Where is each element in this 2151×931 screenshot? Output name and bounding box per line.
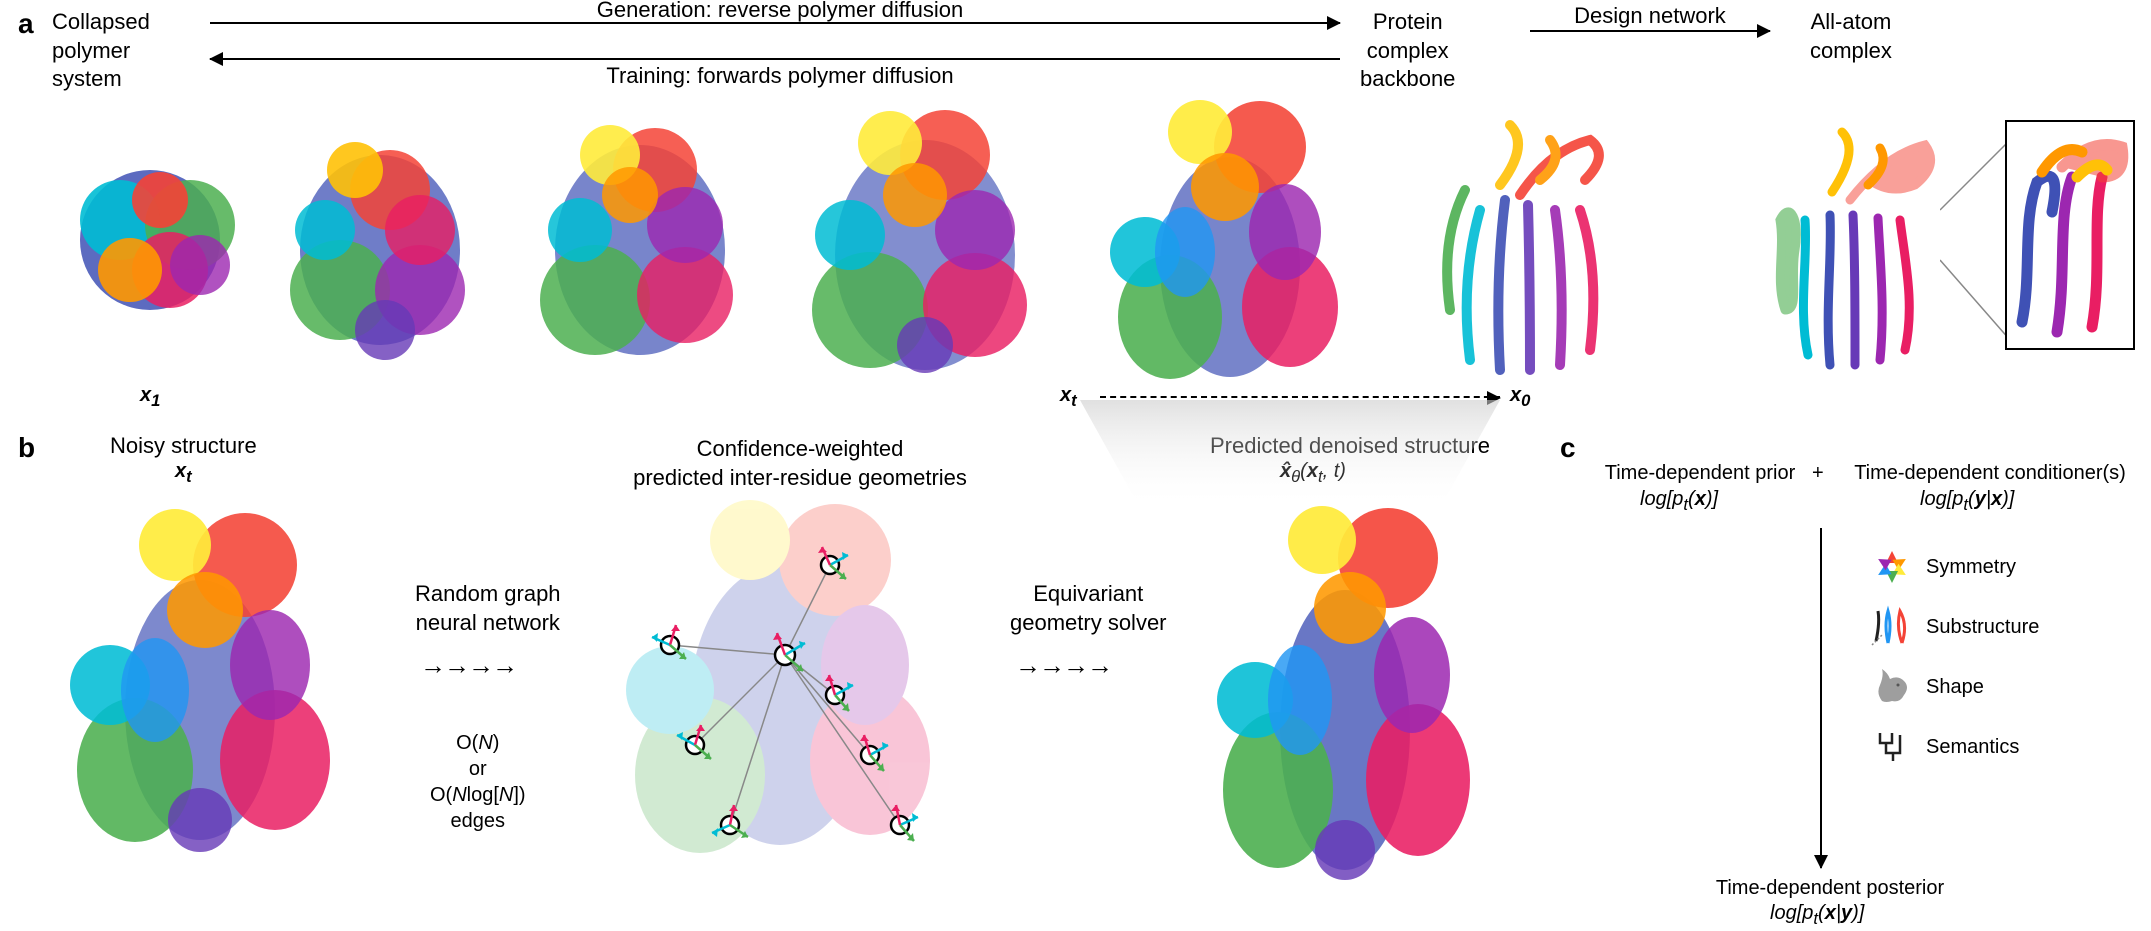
noisy-structure <box>50 500 370 880</box>
protein-stage-4 <box>790 95 1070 385</box>
posterior-arrow <box>1820 528 1822 868</box>
solver-label: Equivariant geometry solver <box>1010 580 1167 637</box>
predicted-structure <box>1200 500 1500 900</box>
protein-stage-5 <box>1085 92 1385 392</box>
collapsed-label: Collapsed polymer system <box>52 8 150 94</box>
cond-substructure-label: Substructure <box>1926 616 2039 639</box>
zoom-box <box>2005 120 2135 350</box>
semantics-icon <box>1870 725 1914 769</box>
panel-a-label: a <box>18 8 34 40</box>
conditioner-formula: log[pt(y|x)] <box>1920 488 2014 515</box>
cond-semantics-label: Semantics <box>1926 736 2019 759</box>
panel-b-label: b <box>18 432 35 464</box>
noisy-label: Noisy structure <box>110 432 257 461</box>
x1-label: x1 <box>140 384 160 411</box>
posterior-formula: log[pt(x|y)] <box>1770 902 1864 929</box>
generation-label: Generation: reverse polymer diffusion <box>400 0 1160 25</box>
protein-stage-3 <box>520 100 780 380</box>
training-label: Training: forwards polymer diffusion <box>400 62 1160 91</box>
cond-shape: Shape <box>1870 665 1984 709</box>
substructure-icon <box>1870 605 1914 649</box>
noisy-formula: xt <box>175 460 192 487</box>
conditioner-label: Time-dependent conditioner(s) <box>1840 460 2140 486</box>
cond-symmetry-label: Symmetry <box>1926 556 2016 579</box>
panel-c-label: c <box>1560 432 1576 464</box>
design-network-label: Design network <box>1540 2 1760 31</box>
cond-symmetry: Symmetry <box>1870 545 2016 589</box>
training-arrow <box>210 58 1340 60</box>
all-atom-label: All-atom complex <box>1810 8 1892 65</box>
protein-stage-1 <box>60 140 260 340</box>
geometry-label: Confidence-weighted predicted inter-resi… <box>610 435 990 492</box>
protein-backbone-label: Protein complex backbone <box>1360 8 1455 94</box>
protein-stage-2 <box>270 110 510 370</box>
cond-semantics: Semantics <box>1870 725 2019 769</box>
solver-arrow: →→→→ <box>1015 650 1109 681</box>
cond-shape-label: Shape <box>1926 676 1984 699</box>
symmetry-icon <box>1870 545 1914 589</box>
shape-icon <box>1870 665 1914 709</box>
posterior-label: Time-dependent posterior <box>1700 875 1960 901</box>
plus-label: + <box>1812 460 1824 486</box>
gnn-arrow: →→→→ <box>420 650 514 681</box>
cond-substructure: Substructure <box>1870 605 2039 649</box>
gradient-wedge <box>1060 398 1540 518</box>
geometry-structure <box>600 495 980 890</box>
prior-label: Time-dependent prior <box>1590 460 1810 486</box>
all-atom-complex <box>1740 110 1970 380</box>
prior-formula: log[pt(x)] <box>1640 488 1718 515</box>
complexity-label: O(N)orO(Nlog[N])edges <box>430 730 526 834</box>
gnn-label: Random graph neural network <box>415 580 561 637</box>
protein-stage-6-backbone <box>1400 100 1650 390</box>
